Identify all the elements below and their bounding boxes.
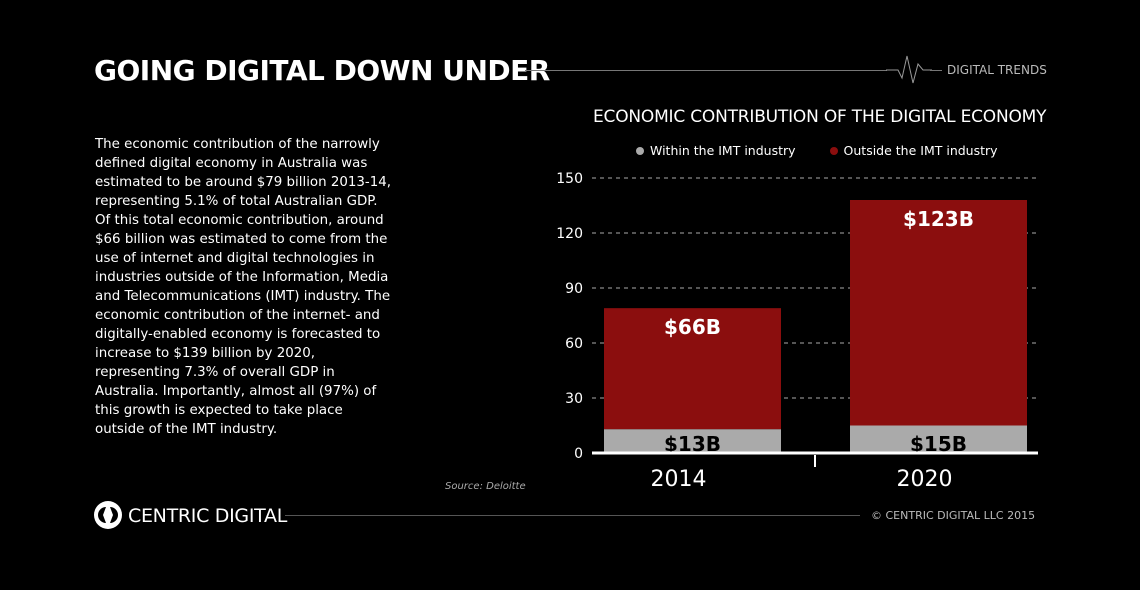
legend-swatch (636, 146, 644, 155)
chart-title: ECONOMIC CONTRIBUTION OF THE DIGITAL ECO… (593, 107, 1047, 127)
legend-item-within: Within the IMT industry (636, 143, 796, 158)
bar-segment (604, 308, 781, 430)
page-title: GOING DIGITAL DOWN UNDER (94, 54, 550, 87)
divider (525, 70, 887, 71)
legend-swatch (829, 146, 838, 155)
bar-segment (850, 425, 1027, 453)
bar-segment (604, 429, 781, 453)
divider (930, 70, 942, 71)
x-tick-label: 2014 (651, 467, 707, 492)
data-label: $123B (903, 207, 974, 231)
y-tick-label: 120 (556, 226, 583, 242)
legend: Within the IMT industry Outside the IMT … (636, 143, 998, 158)
data-label: $66B (664, 315, 721, 339)
divider (285, 515, 860, 516)
copyright: © CENTRIC DIGITAL LLC 2015 (871, 509, 1036, 522)
x-tick-label: 2020 (897, 467, 953, 492)
legend-label: Within the IMT industry (650, 143, 796, 158)
legend-item-outside: Outside the IMT industry (829, 143, 998, 158)
y-tick-label: 150 (556, 171, 583, 187)
bar-segment (850, 200, 1027, 426)
body-text: The economic contribution of the narrowl… (95, 137, 392, 437)
y-tick-label: 30 (565, 391, 583, 407)
legend-label: Outside the IMT industry (843, 143, 998, 158)
centric-digital-logo-icon (94, 501, 122, 529)
y-tick-label: 60 (565, 336, 583, 352)
section-tag: DIGITAL TRENDS (947, 63, 1047, 77)
y-tick-label: 0 (574, 446, 583, 462)
pulse-icon (886, 55, 932, 84)
brand-name: CENTRIC DIGITAL (128, 505, 287, 527)
y-tick-label: 90 (565, 281, 583, 297)
source-note: Source: Deloitte (445, 481, 526, 492)
